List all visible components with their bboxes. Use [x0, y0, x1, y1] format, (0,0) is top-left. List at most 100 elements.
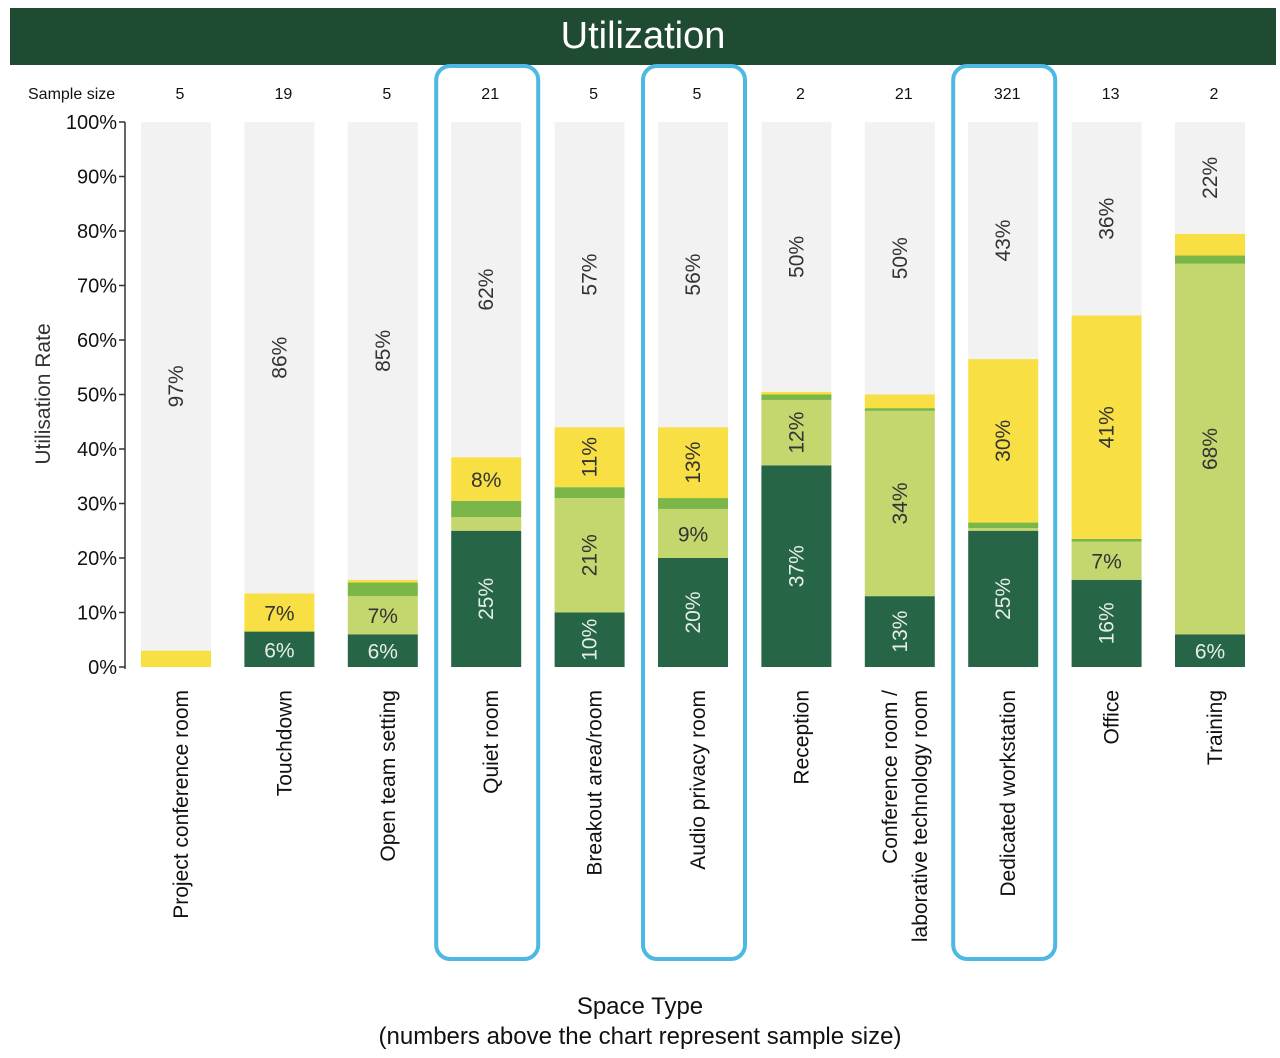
- data-label: 21%: [579, 534, 602, 576]
- bar-segment: [244, 631, 315, 667]
- sample-size-value: 21: [895, 86, 913, 103]
- bar-segment: [761, 399, 832, 466]
- bar-segment: [1175, 255, 1245, 264]
- y-tick-label: 100%: [66, 112, 117, 134]
- highlight-box: [434, 64, 541, 961]
- data-label: 12%: [785, 412, 808, 454]
- data-label: 10%: [579, 619, 602, 661]
- bar-segment: [864, 394, 935, 409]
- data-label: 68%: [1199, 428, 1222, 470]
- category-label: Open team setting: [377, 690, 400, 862]
- chart-title: Utilization: [10, 8, 1276, 65]
- data-label: 13%: [889, 611, 912, 653]
- bar-segment: [1175, 263, 1245, 635]
- category-label: Dedicated workstation: [997, 690, 1020, 897]
- sample-size-value: 13: [1102, 86, 1120, 103]
- data-label: 6%: [368, 641, 398, 664]
- bar-segment: [864, 408, 935, 411]
- bar-segment: [968, 530, 1039, 667]
- y-tick-label: 20%: [77, 548, 117, 570]
- highlight-box: [641, 64, 747, 961]
- data-label: 13%: [682, 442, 705, 484]
- bar-segment: [864, 410, 935, 597]
- bar-segment: [658, 498, 728, 509]
- bar-segment: [451, 500, 522, 518]
- sample-size-value: 5: [589, 86, 598, 103]
- bar-segment: [761, 465, 832, 667]
- y-tick-label: 80%: [77, 221, 117, 243]
- bar-segment: [451, 530, 522, 667]
- bar-segment: [347, 582, 418, 597]
- data-label: 22%: [1199, 157, 1222, 199]
- sample-size-value: 2: [1210, 86, 1219, 103]
- bar-segment: [1175, 122, 1245, 234]
- category-label: laborative technology room: [909, 690, 932, 942]
- bar-segment: [347, 634, 418, 667]
- data-label: 62%: [475, 269, 498, 311]
- data-label: 7%: [368, 605, 398, 628]
- category-label: Training: [1204, 690, 1227, 765]
- data-label: 7%: [264, 603, 294, 626]
- data-label: 6%: [1195, 641, 1225, 664]
- data-label: 50%: [889, 237, 912, 279]
- y-tick-label: 0%: [88, 657, 117, 679]
- bar-segment: [1175, 634, 1245, 667]
- category-label: Audio privacy room: [687, 690, 710, 870]
- sample-size-value: 2: [796, 86, 805, 103]
- y-tick-label: 40%: [77, 439, 117, 461]
- x-axis-title: Space Type: [576, 993, 704, 1020]
- sample-size-value: 5: [693, 86, 702, 103]
- y-tick-label: 10%: [77, 603, 117, 625]
- bar-segment: [1071, 541, 1142, 580]
- category-label: Reception: [790, 690, 813, 785]
- y-tick-label: 50%: [77, 385, 117, 407]
- bar-segment: [554, 498, 625, 613]
- bar-segment: [554, 612, 625, 667]
- bar-segment: [244, 593, 315, 632]
- highlight-box: [951, 64, 1058, 961]
- bar-segment: [1175, 233, 1245, 256]
- bar-segment: [1071, 122, 1142, 316]
- bar-segment: [554, 122, 625, 428]
- data-label: 85%: [372, 330, 395, 372]
- bar-segment: [1071, 315, 1142, 539]
- bar-segment: [244, 122, 315, 594]
- bar-segment: [1071, 579, 1142, 667]
- bar-segment: [1071, 538, 1142, 542]
- y-tick-label: 70%: [77, 276, 117, 298]
- data-label: 7%: [1091, 551, 1121, 574]
- data-label: 25%: [992, 578, 1015, 620]
- y-tick-label: 90%: [77, 167, 117, 189]
- data-label: 30%: [992, 420, 1015, 462]
- bar-segment: [761, 391, 832, 395]
- bar-segment: [658, 508, 728, 558]
- bar-segment: [658, 558, 728, 667]
- data-label: 97%: [165, 365, 188, 407]
- bar-segment: [658, 122, 728, 428]
- category-label: Breakout area/room: [584, 690, 607, 876]
- bar-segment: [347, 596, 418, 635]
- bar-segment: [658, 427, 728, 499]
- data-label: 56%: [682, 254, 705, 296]
- category-label: Conference room /: [879, 690, 902, 864]
- data-label: 50%: [785, 236, 808, 278]
- data-label: 86%: [268, 337, 291, 379]
- sample-size-label: Sample size: [28, 86, 115, 103]
- sample-size-value: 21: [481, 86, 499, 103]
- data-label: 34%: [889, 482, 912, 524]
- data-label: 16%: [1096, 602, 1119, 644]
- category-label: Project conference room: [170, 690, 193, 919]
- sample-size-value: 321: [994, 86, 1021, 103]
- bar-segment: [347, 122, 418, 580]
- sample-size-value: 19: [275, 86, 293, 103]
- data-label: 9%: [678, 523, 708, 546]
- data-label: 41%: [1096, 406, 1119, 448]
- bar-segment: [968, 122, 1039, 360]
- data-label: 20%: [682, 591, 705, 633]
- y-tick-label: 30%: [77, 494, 117, 516]
- bar-segment: [141, 122, 211, 651]
- data-label: 43%: [992, 220, 1015, 262]
- y-axis-title: Utilisation Rate: [32, 323, 55, 464]
- bar-segment: [761, 394, 832, 400]
- bar-segment: [141, 650, 211, 667]
